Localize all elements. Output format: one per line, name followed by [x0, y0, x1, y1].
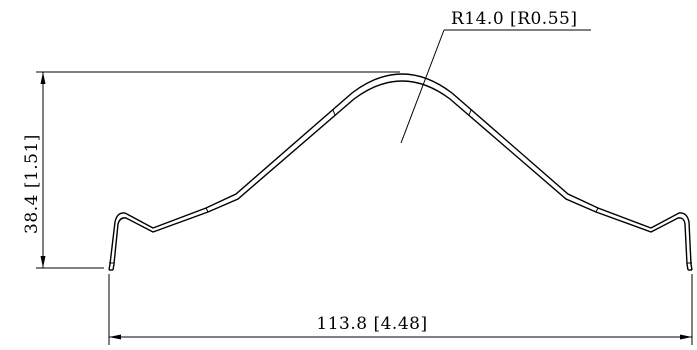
bend-mark-right-upper	[468, 109, 472, 116]
height-arrow-bottom	[40, 256, 46, 268]
bend-mark-right-lower	[595, 207, 599, 213]
height-dimension-label: 38.4 [1.51]	[22, 134, 42, 234]
bracket-inner-outline	[112, 80, 689, 271]
width-dimension: 113.8 [4.48]	[108, 274, 693, 345]
radius-leader-line	[400, 29, 445, 144]
bracket-profile	[108, 73, 693, 271]
height-dimension: 38.4 [1.51]	[22, 71, 400, 269]
width-dimension-label: 113.8 [4.48]	[316, 314, 427, 334]
height-arrow-top	[40, 72, 46, 84]
width-arrow-left	[109, 334, 121, 340]
bend-mark-left-lower	[205, 207, 209, 213]
width-arrow-right	[680, 334, 692, 340]
radius-label: R14.0 [R0.55]	[451, 9, 577, 29]
radius-callout: R14.0 [R0.55]	[400, 9, 591, 144]
bend-mark-left-upper	[332, 109, 336, 116]
bracket-outer-outline	[108, 73, 693, 271]
